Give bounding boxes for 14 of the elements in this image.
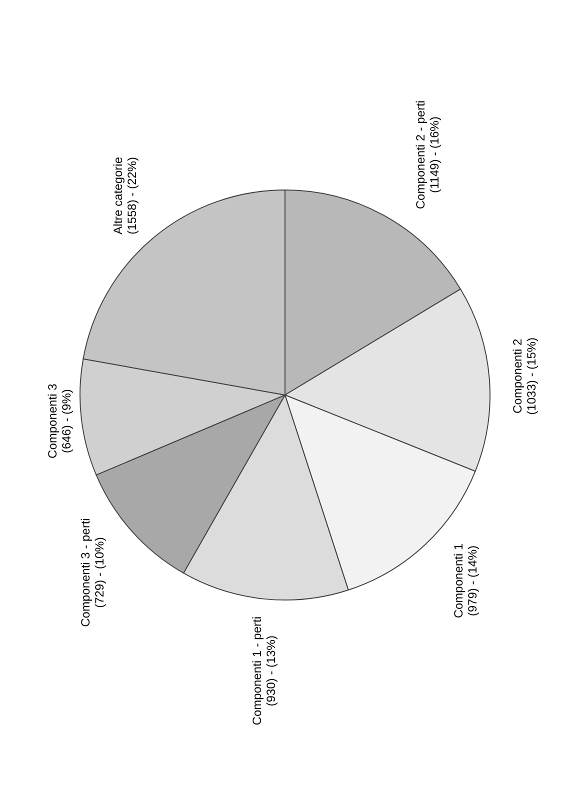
- slice-label: Componenti 1 - perti: [250, 616, 264, 726]
- data-label: (646) - (9%): [59, 389, 74, 454]
- slice-label: Componenti 3 - perti: [78, 518, 92, 627]
- slice-label: Componenti 2: [510, 338, 525, 414]
- data-label: (930) - (13%): [264, 636, 278, 706]
- data-label: (1033) - (15%): [524, 337, 539, 415]
- data-label: (1149) - (16%): [428, 116, 442, 194]
- data-label: (729) - (10%): [92, 537, 106, 608]
- data-label: (979) - (14%): [466, 545, 480, 616]
- slice-label: Componenti 2 - perti: [414, 100, 428, 210]
- slice-label: Altre categorie: [111, 156, 126, 234]
- data-label: (1558) - (22%): [125, 156, 140, 234]
- slice-label: Componenti 3: [45, 383, 60, 458]
- slice-label: Componenti 1: [452, 543, 466, 618]
